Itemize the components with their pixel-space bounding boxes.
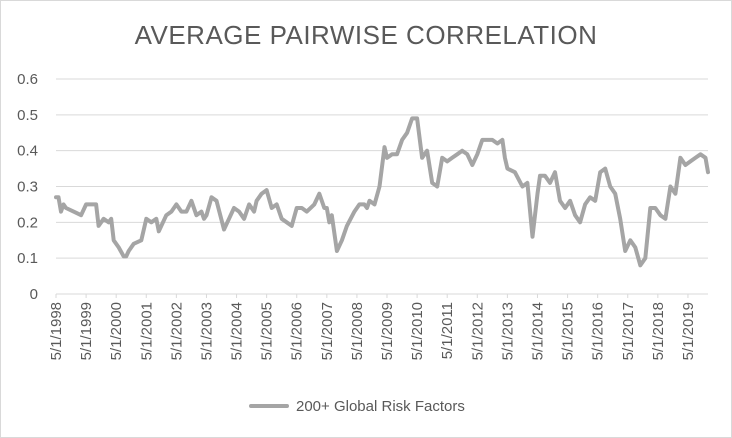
x-tick-label: 5/1/2013 — [499, 302, 516, 360]
y-tick-label: 0 — [30, 286, 38, 303]
x-tick-label: 5/1/2018 — [650, 302, 667, 360]
x-tick-label: 5/1/2017 — [620, 302, 637, 360]
legend-label: 200+ Global Risk Factors — [296, 398, 465, 415]
y-tick-label: 0.2 — [17, 214, 38, 231]
x-tick-label: 5/1/2005 — [259, 302, 276, 360]
x-tick-label: 5/1/2003 — [198, 302, 215, 360]
x-tick-label: 5/1/2009 — [379, 302, 396, 360]
y-tick-label: 0.3 — [17, 179, 38, 196]
x-tick-label: 5/1/2012 — [469, 302, 486, 360]
chart-title: AVERAGE PAIRWISE CORRELATION — [134, 20, 598, 50]
x-tick-label: 5/1/2002 — [168, 302, 185, 360]
x-tick-label: 5/1/2008 — [349, 302, 366, 360]
series-layer — [54, 116, 710, 268]
x-tick-label: 5/1/2004 — [229, 302, 246, 360]
x-tick-label: 5/1/2016 — [590, 302, 607, 360]
x-axis-ticks: 5/1/1998 5/1/1999 5/1/2000 5/1/2001 5/1/2002… — [48, 294, 697, 360]
x-tick-label: 5/1/2011 — [439, 302, 456, 359]
x-tick-label: 5/1/2000 — [108, 302, 125, 360]
x-tick-label: 5/1/2015 — [560, 302, 577, 360]
x-tick-label: 5/1/2006 — [289, 302, 306, 360]
x-tick-label: 5/1/1999 — [78, 302, 95, 360]
y-tick-label: 0.4 — [17, 143, 38, 160]
legend: 200+ Global Risk Factors — [249, 398, 465, 415]
y-tick-label: 0.1 — [17, 250, 38, 267]
x-tick-label: 5/1/2001 — [138, 302, 155, 360]
x-tick-label: 5/1/2007 — [319, 302, 336, 360]
x-tick-label: 5/1/2014 — [529, 302, 546, 360]
series-line — [54, 116, 710, 268]
y-axis-ticks: 0 0.1 0.2 0.3 0.4 0.5 0.6 — [17, 71, 38, 303]
y-tick-label: 0.5 — [17, 107, 38, 124]
x-tick-label: 5/1/1998 — [48, 302, 65, 360]
y-tick-label: 0.6 — [17, 71, 38, 88]
x-tick-label: 5/1/2019 — [680, 302, 697, 360]
x-tick-label: 5/1/2010 — [409, 302, 426, 360]
